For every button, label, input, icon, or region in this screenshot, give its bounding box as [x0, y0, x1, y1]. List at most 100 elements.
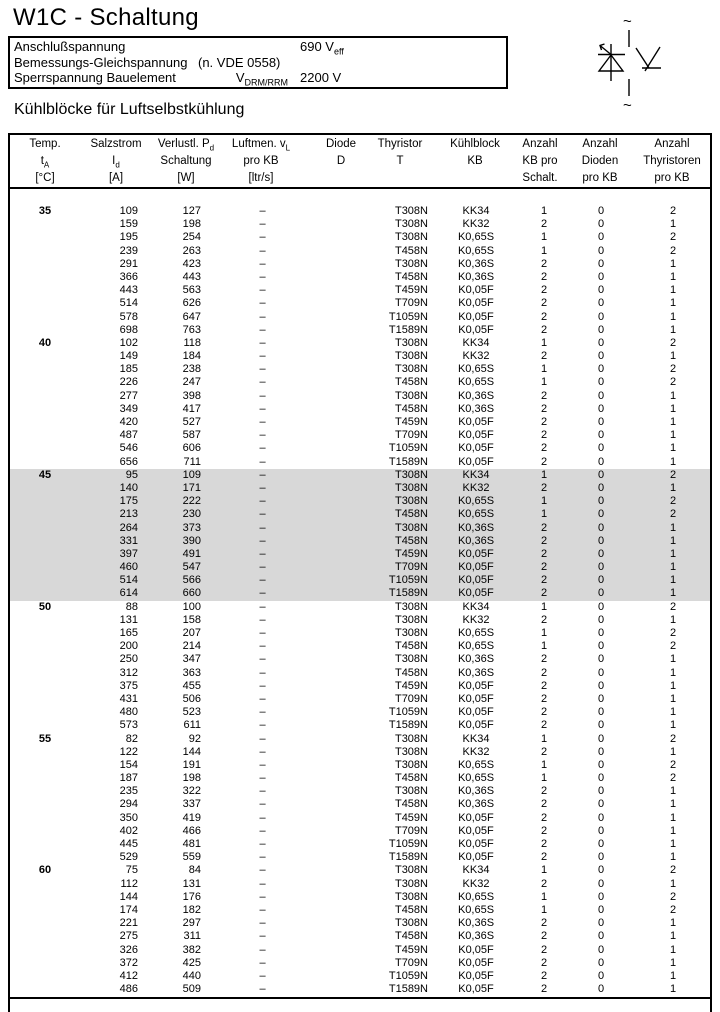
table-cell: T1589N	[388, 719, 428, 732]
table-cell: 566	[182, 574, 201, 587]
table-cell: 2	[669, 336, 677, 349]
table-cell: 514	[119, 297, 138, 310]
table-cell: –	[259, 719, 266, 732]
column-header-line: KB	[467, 155, 483, 167]
table-row: 213 230 – T458N K0,65S 1 0 2	[10, 508, 710, 521]
table-cell: 0	[597, 956, 605, 969]
table-cell: 2	[540, 706, 548, 719]
table-cell: 0	[597, 758, 605, 771]
table-cell	[320, 838, 362, 851]
table-cell: K0,36S	[457, 402, 495, 415]
table-cell: 423	[182, 257, 201, 270]
table-cell	[10, 297, 80, 310]
table-cell: –	[259, 521, 266, 534]
table-cell	[320, 878, 362, 891]
table-cell	[320, 231, 362, 244]
table-cell: T308N	[394, 218, 428, 231]
table-cell: –	[259, 231, 266, 244]
table-row: 112 131 – T308N KK32 2 0 1	[10, 878, 710, 891]
table-cell: 326	[119, 943, 138, 956]
table-cell: T459N	[394, 284, 428, 297]
table-cell: T1589N	[388, 587, 428, 600]
table-cell: T308N	[394, 336, 428, 349]
table-cell: 349	[119, 402, 138, 415]
table-cell: 363	[182, 666, 201, 679]
table-cell: K0,65S	[457, 231, 495, 244]
table-cell	[320, 271, 362, 284]
temp-group: 40 102 118– T308N KK34 1 0 2 149 184– T308N KK32 2 0 1…	[10, 337, 710, 469]
table-cell: 2	[540, 284, 548, 297]
table-cell: T308N	[394, 917, 428, 930]
table-cell	[10, 218, 80, 231]
table-cell: 1	[669, 745, 677, 758]
column-header: Salzstrom Id [A]	[56, 136, 176, 187]
table-cell: 198	[182, 772, 201, 785]
table-cell: 144	[119, 890, 138, 903]
table-cell: T458N	[394, 772, 428, 785]
table-cell: –	[259, 956, 266, 969]
table-cell	[10, 640, 80, 653]
table-row: 131 158 – T308N KK32 2 0 1	[10, 614, 710, 627]
table-cell	[10, 482, 80, 495]
table-cell	[320, 640, 362, 653]
table-cell: 0	[597, 310, 605, 323]
table-cell: 0	[597, 429, 605, 442]
table-cell: 0	[597, 205, 605, 217]
table-cell: 2	[669, 864, 677, 877]
table-cell	[320, 957, 362, 970]
table-cell	[320, 864, 362, 877]
table-cell: T709N	[394, 429, 428, 442]
table-cell: 546	[119, 442, 138, 455]
table-cell: 0	[597, 903, 605, 916]
table-cell: 1	[669, 930, 677, 943]
table-cell	[10, 416, 80, 429]
table-cell: –	[259, 297, 266, 310]
table-cell: 1	[669, 666, 677, 679]
table-cell	[10, 522, 80, 535]
table-row: 312 363 – T458N K0,36S 2 0 1	[10, 667, 710, 680]
table-cell: –	[259, 574, 266, 587]
table-cell	[10, 891, 80, 904]
column-header-line: Salzstrom	[90, 138, 142, 150]
table-cell: T1059N	[388, 838, 428, 850]
table-cell	[320, 719, 362, 732]
table-cell: 420	[119, 416, 138, 428]
table-row: 226 247 – T458N K0,65S 1 0 2	[10, 376, 710, 389]
table-cell: –	[259, 455, 266, 468]
table-cell: –	[259, 547, 266, 560]
table-cell: KK32	[462, 350, 490, 363]
table-cell	[10, 311, 80, 324]
table-cell: 2	[540, 218, 548, 231]
table-cell: T308N	[394, 468, 428, 481]
table-cell: –	[259, 692, 266, 705]
table-cell: 102	[119, 336, 138, 349]
table-cell	[10, 245, 80, 258]
table-cell: 440	[182, 969, 201, 982]
table-row: 45 95 109 – T308N KK34 1 0 2	[10, 469, 710, 482]
table-cell: 198	[182, 218, 201, 231]
table-row: 578 647 – T1059N K0,05F 2 0 1	[10, 311, 710, 324]
table-cell: 2	[540, 785, 548, 798]
table-cell: 322	[182, 785, 201, 798]
table-cell: –	[259, 917, 266, 930]
table-cell: T459N	[394, 416, 428, 428]
table-cell	[10, 653, 80, 666]
table-cell: 175	[119, 495, 138, 508]
table-cell	[320, 667, 362, 680]
table-row: 397 491 – T459N K0,05F 2 0 1	[10, 548, 710, 561]
table-cell: 2	[669, 732, 677, 745]
table-cell: K0,05F	[458, 838, 494, 850]
column-header-line: Anzahl	[582, 138, 618, 150]
table-cell: 100	[182, 600, 201, 613]
table-cell	[320, 535, 362, 548]
table-cell: T308N	[394, 257, 428, 270]
table-row: 235 322 – T308N K0,36S 2 0 1	[10, 785, 710, 798]
column-header-line: [ltr/s]	[248, 172, 274, 184]
table-cell: 527	[182, 416, 201, 428]
table-cell	[10, 548, 80, 561]
table-cell: 656	[119, 455, 138, 468]
column-header: Diode D	[281, 136, 401, 187]
table-cell: 0	[597, 336, 605, 349]
column-header: Kühlblock KB	[415, 136, 535, 187]
table-cell: T459N	[394, 547, 428, 560]
